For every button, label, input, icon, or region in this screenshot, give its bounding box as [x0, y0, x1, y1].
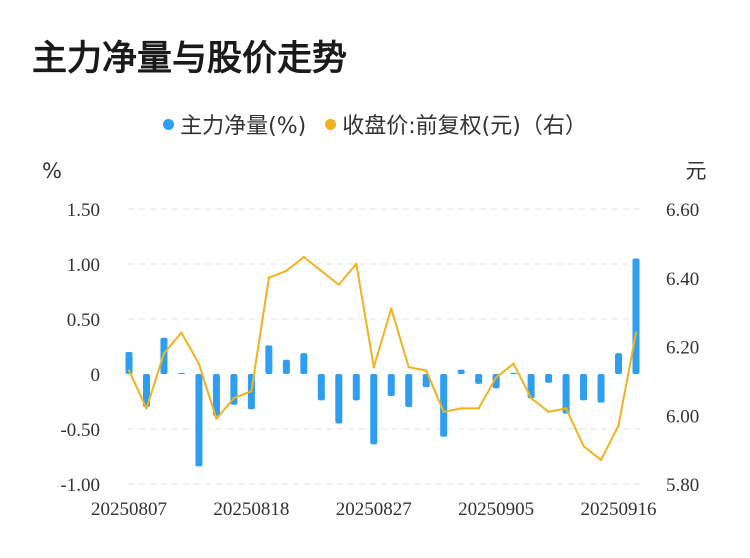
close-price-point[interactable] [337, 283, 340, 286]
close-price-point[interactable] [529, 396, 533, 400]
legend: 主力净量(%) 收盘价:前复权(元)（右） [0, 108, 750, 140]
net-flow-bar[interactable] [195, 374, 203, 467]
close-price-point[interactable] [372, 365, 375, 369]
net-flow-bar[interactable] [545, 374, 553, 383]
net-flow-bar[interactable] [300, 353, 308, 374]
y-right-tick-label: 6.20 [666, 338, 699, 359]
close-price-point[interactable] [459, 407, 463, 410]
net-flow-bar[interactable] [440, 374, 448, 437]
close-price-point[interactable] [267, 276, 271, 279]
close-price-point[interactable] [145, 407, 148, 410]
chart-title: 主力净量与股价走势 [32, 39, 348, 79]
y-left-tick-label: 0.50 [67, 310, 100, 331]
legend-item-net-flow[interactable]: 主力净量(%) [163, 108, 306, 140]
close-price-point[interactable] [512, 362, 515, 365]
close-price-point[interactable] [582, 444, 585, 448]
net-flow-bar[interactable] [125, 352, 133, 374]
close-price-point[interactable] [250, 389, 253, 393]
net-flow-bar[interactable] [265, 345, 273, 374]
net-flow-bar[interactable] [475, 374, 483, 384]
x-tick-label: 20250807 [91, 499, 167, 520]
close-price-point[interactable] [285, 269, 288, 273]
y-right-tick-label: 5.80 [666, 475, 699, 496]
close-price-point[interactable] [425, 369, 428, 372]
close-price-point[interactable] [320, 269, 323, 273]
close-price-point[interactable] [477, 407, 480, 410]
net-flow-bar[interactable] [457, 369, 465, 374]
x-tick-label: 20250916 [581, 499, 657, 520]
close-price-point[interactable] [232, 396, 236, 400]
close-price-point[interactable] [162, 352, 166, 355]
y-left-unit: % [42, 159, 62, 183]
close-price-point[interactable] [355, 262, 358, 266]
close-price-point[interactable] [617, 424, 620, 427]
legend-dot-close-price [325, 118, 337, 130]
y-right-unit: 元 [686, 159, 707, 183]
close-price-point[interactable] [547, 410, 550, 414]
net-flow-bar[interactable] [422, 374, 430, 388]
close-price-point[interactable] [197, 362, 201, 365]
net-flow-bar[interactable] [370, 374, 378, 445]
net-flow-bar[interactable] [562, 374, 570, 414]
net-flow-bar[interactable] [212, 374, 220, 416]
y-right-tick-label: 6.40 [666, 269, 699, 290]
net-flow-bar[interactable] [510, 372, 518, 374]
close-price-point[interactable] [634, 331, 638, 334]
net-flow-bar[interactable] [597, 374, 605, 403]
close-price-point[interactable] [407, 365, 410, 369]
net-flow-bar[interactable] [492, 374, 500, 389]
legend-label-close-price: 收盘价:前复权(元)（右） [342, 114, 587, 139]
net-flow-bar[interactable] [282, 359, 290, 374]
close-price-point[interactable] [215, 417, 218, 420]
x-tick-label: 20250905 [458, 499, 534, 520]
close-price-point[interactable] [302, 255, 306, 259]
net-flow-bar[interactable] [352, 374, 360, 401]
close-price-point[interactable] [442, 410, 445, 414]
y-left-tick-label: -1.00 [60, 475, 100, 496]
y-right-tick-label: 6.00 [666, 406, 699, 427]
y-left-tick-label: -0.50 [60, 420, 100, 441]
net-flow-bar[interactable] [335, 374, 343, 424]
net-flow-bar[interactable] [615, 353, 623, 374]
net-flow-bar[interactable] [177, 372, 185, 374]
net-flow-bar[interactable] [387, 374, 395, 396]
y-left-tick-label: 1.50 [67, 200, 100, 221]
net-flow-bar[interactable] [142, 374, 150, 407]
legend-dot-net-flow [163, 118, 175, 130]
x-tick-label: 20250818 [213, 499, 289, 520]
close-price-point[interactable] [494, 376, 498, 379]
close-price-point[interactable] [127, 369, 131, 372]
net-flow-bar[interactable] [632, 258, 640, 375]
close-price-point[interactable] [599, 458, 603, 462]
close-price-line[interactable] [128, 256, 637, 461]
net-flow-bar[interactable] [580, 374, 588, 401]
net-flow-bar[interactable] [527, 374, 535, 399]
close-price-point[interactable] [390, 307, 393, 310]
close-price-point[interactable] [180, 331, 183, 334]
x-tick-label: 20250827 [336, 499, 412, 520]
legend-item-close-price[interactable]: 收盘价:前复权(元)（右） [325, 108, 587, 140]
close-price-point[interactable] [564, 407, 568, 410]
y-left-tick-label: 1.00 [67, 255, 100, 276]
net-flow-bar[interactable] [405, 374, 413, 407]
net-flow-bar[interactable] [317, 374, 325, 401]
legend-label-net-flow: 主力净量(%) [180, 114, 307, 139]
y-right-tick-label: 6.60 [666, 200, 699, 221]
y-left-tick-label: 0 [91, 365, 101, 386]
